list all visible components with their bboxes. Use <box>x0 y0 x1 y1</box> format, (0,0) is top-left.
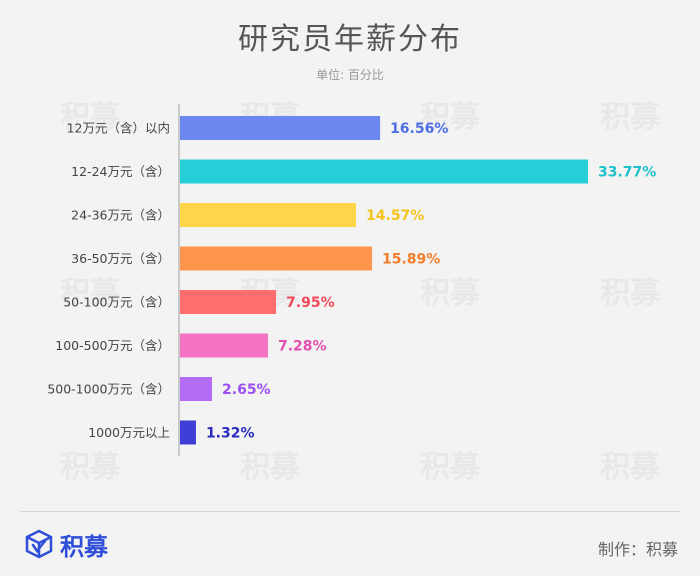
value-label: 7.95% <box>286 295 335 311</box>
bar-chart: 12万元（含）以内 16.56% 12-24万元（含） 33.77% 24-36万元（含… <box>47 104 656 456</box>
value-label: 16.56% <box>390 121 448 137</box>
bar <box>180 420 196 445</box>
value-label: 15.89% <box>382 252 440 268</box>
chart-subtitle: 单位: 百分比 <box>316 68 384 82</box>
value-label: 33.77% <box>598 165 656 181</box>
category-label: 500-1000万元（含） <box>47 382 170 397</box>
brand-name: 积募 <box>60 531 108 561</box>
bar <box>180 377 213 401</box>
bar <box>180 203 357 227</box>
value-label: 2.65% <box>222 382 271 398</box>
brand-logo: 积募 <box>24 526 108 562</box>
cube-logo-icon <box>25 529 53 559</box>
category-label: 12-24万元（含） <box>71 164 170 179</box>
chart-title: 研究员年薪分布 <box>238 22 462 57</box>
category-label: 36-50万元（含） <box>71 251 170 266</box>
category-label: 12万元（含）以内 <box>67 121 170 136</box>
footer-divider <box>20 511 680 512</box>
bar <box>180 333 268 358</box>
category-label: 50-100万元（含） <box>63 295 170 310</box>
category-label: 24-36万元（含） <box>71 208 170 223</box>
value-label: 7.28% <box>278 339 327 355</box>
value-label: 14.57% <box>366 208 424 224</box>
bar <box>180 290 277 314</box>
bar <box>180 159 588 184</box>
category-label: 100-500万元（含） <box>55 338 170 353</box>
bar <box>180 246 372 271</box>
bar <box>180 116 381 140</box>
value-label: 1.32% <box>206 426 255 442</box>
credit-text: 制作：积募 <box>597 540 678 559</box>
category-label: 1000万元以上 <box>88 425 170 440</box>
